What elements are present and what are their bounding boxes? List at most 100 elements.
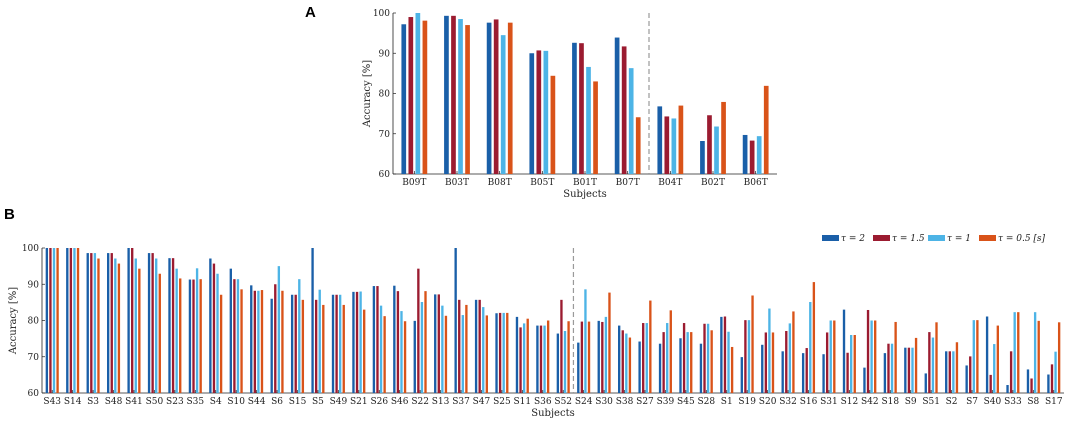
panel-label-b: B xyxy=(4,206,15,223)
bar-s35-series-1 xyxy=(188,279,192,393)
bar-s19-series-1 xyxy=(740,357,743,393)
bar-s35-series-4 xyxy=(199,279,202,393)
legend-swatch-series-3 xyxy=(928,235,945,241)
bar-s5-series-4 xyxy=(322,304,325,393)
bar-s41-series-3 xyxy=(134,258,137,393)
bar-s17-series-1 xyxy=(1047,374,1050,393)
bar-s21-series-1 xyxy=(352,291,355,393)
bar-s11-series-1 xyxy=(515,316,519,394)
bar-b07t-series-1 xyxy=(614,37,620,174)
bar-s35-series-3 xyxy=(195,268,199,393)
bar-s41-series-2 xyxy=(131,248,134,393)
x-tick-label-s31: S31 xyxy=(820,397,838,407)
bar-s50-series-4 xyxy=(158,273,161,393)
x-axis-title: Subjects xyxy=(531,408,574,419)
bar-s23-series-3 xyxy=(175,268,178,393)
x-tick-label-s44: S44 xyxy=(248,397,266,407)
x-tick-label-s2: S2 xyxy=(946,397,958,407)
bar-s45-series-3 xyxy=(686,332,689,393)
x-tick-label-b05t: B05T xyxy=(530,178,554,188)
bar-s21-series-2 xyxy=(355,291,359,393)
bar-s28-series-1 xyxy=(699,343,703,393)
bar-s13-series-3 xyxy=(441,305,444,393)
legend-label-series-1: τ = 2 xyxy=(841,234,865,244)
bar-s51-series-2 xyxy=(928,332,931,393)
bar-s30-series-4 xyxy=(608,292,611,393)
bar-s38-series-2 xyxy=(621,330,624,393)
bar-b03t-series-3 xyxy=(458,19,463,174)
bar-s9-series-1 xyxy=(904,347,907,393)
x-tick-label-s50: S50 xyxy=(146,397,164,407)
bar-s39-series-2 xyxy=(662,332,665,393)
x-tick-label-s20: S20 xyxy=(759,397,777,407)
x-tick-label-s36: S36 xyxy=(534,397,552,407)
x-tick-label-s40: S40 xyxy=(984,397,1002,407)
bar-s18-series-3 xyxy=(890,343,894,393)
bar-s6-series-2 xyxy=(274,284,277,393)
bar-s13-series-1 xyxy=(434,294,437,393)
bar-s27-series-2 xyxy=(642,323,645,393)
bar-s28-series-4 xyxy=(710,330,713,393)
bar-s12-series-4 xyxy=(853,335,856,393)
bar-s19-series-2 xyxy=(744,320,747,393)
bar-s2-series-1 xyxy=(945,351,948,393)
bar-s40-series-1 xyxy=(985,316,989,393)
bar-s51-series-3 xyxy=(931,337,935,393)
y-tick-label: 70 xyxy=(28,353,40,363)
x-tick-label-s24: S24 xyxy=(575,397,593,407)
bar-s31-series-4 xyxy=(833,320,836,393)
bar-s8-series-1 xyxy=(1026,369,1030,393)
bar-s20-series-1 xyxy=(761,344,764,393)
bar-s52-series-4 xyxy=(567,321,570,393)
bar-b06t-series-3 xyxy=(756,136,762,174)
x-tick-label-s38: S38 xyxy=(616,397,634,407)
bar-b05t-series-3 xyxy=(543,50,549,175)
bar-b01t-series-2 xyxy=(579,43,584,174)
bar-s25-series-2 xyxy=(498,312,502,393)
bar-b03t-series-2 xyxy=(451,15,456,174)
x-tick-label-b07t: B07T xyxy=(616,178,640,188)
bar-s15-series-1 xyxy=(290,294,294,393)
bar-s27-series-4 xyxy=(649,300,652,393)
bar-s6-series-1 xyxy=(270,298,273,393)
bar-s46-series-4 xyxy=(403,321,407,393)
x-tick-label-s25: S25 xyxy=(493,397,511,407)
bar-s40-series-3 xyxy=(993,344,996,393)
bar-s19-series-3 xyxy=(747,320,751,393)
bar-s18-series-4 xyxy=(894,321,897,393)
bar-s43-series-4 xyxy=(56,248,59,393)
bar-s49-series-1 xyxy=(331,294,335,393)
bar-s32-series-3 xyxy=(788,323,792,393)
bar-b09t-series-1 xyxy=(401,24,407,174)
bar-s52-series-2 xyxy=(560,299,563,393)
bar-s47-series-3 xyxy=(482,307,485,393)
bar-b06t-series-4 xyxy=(763,85,769,174)
bar-s49-series-2 xyxy=(335,294,338,393)
bar-s41-series-1 xyxy=(127,248,130,393)
x-tick-label-s19: S19 xyxy=(738,397,756,407)
bar-s37-series-3 xyxy=(461,315,464,393)
bar-s38-series-3 xyxy=(625,333,628,393)
bar-b08t-series-2 xyxy=(493,19,499,174)
bar-s15-series-4 xyxy=(301,299,305,393)
bar-s32-series-4 xyxy=(792,311,795,393)
legend-label-series-3: τ = 1 xyxy=(947,234,971,244)
x-tick-label-b03t: B03T xyxy=(445,178,469,188)
bar-s7-series-3 xyxy=(972,320,975,393)
bar-s36-series-1 xyxy=(536,325,539,393)
x-tick-label-s39: S39 xyxy=(657,397,675,407)
bar-s17-series-2 xyxy=(1050,364,1054,393)
bar-s22-series-2 xyxy=(417,268,420,393)
bar-s32-series-1 xyxy=(781,351,784,393)
bar-s27-series-3 xyxy=(645,323,648,393)
x-tick-label-s32: S32 xyxy=(779,397,797,407)
bar-s44-series-4 xyxy=(260,290,264,393)
bar-s49-series-4 xyxy=(342,304,345,393)
bar-s4-series-3 xyxy=(216,273,219,393)
bar-s14-series-3 xyxy=(73,248,76,393)
y-tick-label: 80 xyxy=(28,317,40,327)
bar-s8-series-4 xyxy=(1037,320,1040,393)
bar-s26-series-2 xyxy=(376,286,379,393)
bar-s20-series-3 xyxy=(768,308,771,393)
